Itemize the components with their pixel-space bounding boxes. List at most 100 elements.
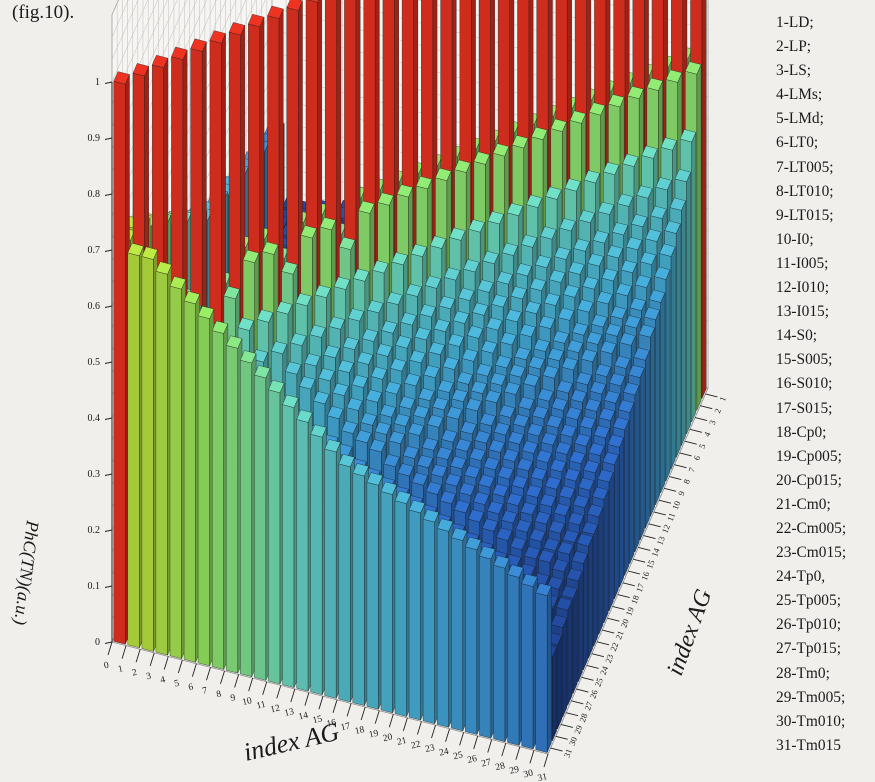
bar bbox=[155, 261, 172, 656]
y-tick-label: 21 bbox=[613, 629, 625, 640]
y-tick-label: 6 bbox=[691, 454, 702, 461]
bar bbox=[422, 509, 440, 724]
bar bbox=[493, 555, 510, 742]
x-tick-label: 21 bbox=[396, 736, 408, 748]
y-tick-label: 7 bbox=[686, 466, 697, 473]
legend-item: 19-Cp005; bbox=[776, 447, 842, 465]
legend-item: 15-S005; bbox=[776, 351, 833, 369]
y-tick-label: 22 bbox=[608, 641, 620, 652]
legend: 1-LD; 2-LP; 3-LS; 4-LMs; 5-LMd; 6-LT0; 7-LT005… bbox=[776, 11, 846, 758]
z-tick-label: 1 bbox=[95, 77, 100, 88]
x-tick-label: 14 bbox=[298, 711, 310, 723]
x-tick-label: 20 bbox=[382, 732, 394, 744]
legend-item: 4-LMs; bbox=[776, 86, 823, 104]
x-tick-label: 7 bbox=[202, 686, 209, 697]
z-axis-title: PhC(TN)(a.u.) bbox=[9, 518, 43, 626]
bar bbox=[183, 291, 200, 663]
x-tick-label: 17 bbox=[340, 721, 352, 733]
z-axis: 0 0.1 0.2 0.3 0.4 0.5 0.6 0.7 0.8 0.9 1 bbox=[88, 77, 113, 648]
legend-item: 2-LP; bbox=[776, 38, 812, 56]
legend-item: 11-I005; bbox=[776, 254, 829, 272]
y-tick-label: 15 bbox=[644, 558, 656, 569]
bar bbox=[380, 481, 397, 714]
bar bbox=[352, 463, 369, 706]
bar bbox=[282, 394, 299, 688]
x-tick-label: 31 bbox=[537, 772, 549, 782]
legend-item: 1-LD; bbox=[776, 14, 814, 31]
legend-item: 21-Cm0; bbox=[776, 495, 831, 513]
x-tick-label: 1 bbox=[117, 664, 124, 675]
x-tick-label: 12 bbox=[270, 703, 282, 715]
bars-layer bbox=[113, 0, 707, 753]
y-tick-label: 8 bbox=[681, 478, 692, 485]
legend-item: 17-S015; bbox=[776, 399, 833, 417]
y-tick-label: 11 bbox=[665, 511, 677, 522]
z-tick-label: 0 bbox=[95, 637, 100, 648]
bar bbox=[521, 573, 538, 750]
legend-item: 14-S0; bbox=[776, 327, 818, 345]
bar bbox=[465, 536, 482, 735]
x-tick-label: 5 bbox=[173, 679, 180, 690]
bar bbox=[141, 246, 158, 652]
y-axis-title: index AG bbox=[662, 586, 717, 679]
y-tick-label: 16 bbox=[639, 570, 651, 581]
legend-item: 6-LT0; bbox=[776, 134, 819, 152]
y-tick-label: 1 bbox=[717, 395, 728, 402]
x-tick-label: 6 bbox=[188, 682, 195, 693]
bar bbox=[127, 243, 144, 648]
z-tick-label: 0.3 bbox=[88, 469, 101, 480]
y-tick-label: 19 bbox=[624, 606, 636, 617]
y-tick-label: 24 bbox=[598, 664, 611, 676]
y-tick-label: 20 bbox=[618, 617, 630, 628]
z-tick-label: 0.4 bbox=[88, 413, 101, 424]
legend-item: 5-LMd; bbox=[776, 110, 824, 128]
bar bbox=[338, 454, 355, 703]
bar bbox=[296, 409, 313, 692]
x-tick-label: 29 bbox=[509, 765, 521, 777]
z-tick-label: 0.8 bbox=[88, 189, 101, 200]
x-tick-label: 28 bbox=[495, 761, 507, 773]
legend-item: 28-Tm0; bbox=[776, 664, 830, 682]
legend-item: 10-I0; bbox=[776, 230, 814, 248]
bar bbox=[408, 500, 426, 721]
z-tick-label: 0.1 bbox=[88, 581, 101, 592]
y-tick-label: 4 bbox=[702, 430, 713, 438]
legend-item: 20-Cp015; bbox=[776, 471, 842, 489]
x-tick-label: 22 bbox=[410, 740, 422, 752]
y-tick-label: 31 bbox=[562, 747, 574, 758]
legend-item: 29-Tm005; bbox=[776, 688, 846, 706]
x-tick-label: 23 bbox=[424, 743, 436, 755]
bar bbox=[507, 564, 524, 746]
legend-item: 26-Tp010; bbox=[776, 616, 841, 634]
bar bbox=[437, 518, 454, 728]
x-tick-label: 13 bbox=[284, 707, 296, 719]
x-tick-label: 11 bbox=[256, 700, 267, 712]
legend-item: 27-Tp015; bbox=[776, 640, 841, 658]
y-tick-label: 5 bbox=[697, 442, 708, 449]
z-tick-label: 0.7 bbox=[88, 245, 101, 256]
legend-item: 30-Tm010; bbox=[776, 712, 846, 730]
legend-item: 31-Tm015 bbox=[776, 736, 841, 754]
x-tick-label: 8 bbox=[216, 689, 223, 700]
legend-item: 23-Cm015; bbox=[776, 544, 847, 562]
x-axis: 0 1 2 3 4 5 6 7 8 9 10 11 12 13 14 15 16 17 18 19 20 21 22 23 24… bbox=[103, 641, 549, 782]
bar bbox=[254, 365, 271, 681]
y-tick-label: 17 bbox=[634, 582, 646, 593]
x-tick-label: 30 bbox=[523, 768, 535, 780]
x-tick-label: 15 bbox=[312, 714, 324, 726]
bar bbox=[226, 335, 243, 674]
legend-item: 8-LT010; bbox=[776, 182, 834, 200]
legend-item: 25-Tp005; bbox=[776, 592, 841, 610]
y-tick-label: 13 bbox=[655, 535, 667, 546]
bar bbox=[451, 527, 468, 732]
bar bbox=[169, 276, 186, 659]
x-tick-label: 9 bbox=[230, 693, 237, 704]
y-tick-label: 25 bbox=[593, 677, 605, 688]
z-tick-label: 0.5 bbox=[88, 357, 101, 368]
y-tick-label: 28 bbox=[577, 712, 589, 723]
x-tick-label: 0 bbox=[103, 661, 110, 672]
bar bbox=[113, 71, 130, 645]
legend-item: 22-Cm005; bbox=[776, 519, 847, 537]
legend-item: 13-I015; bbox=[776, 303, 830, 321]
legend-item: 7-LT005; bbox=[776, 158, 834, 176]
